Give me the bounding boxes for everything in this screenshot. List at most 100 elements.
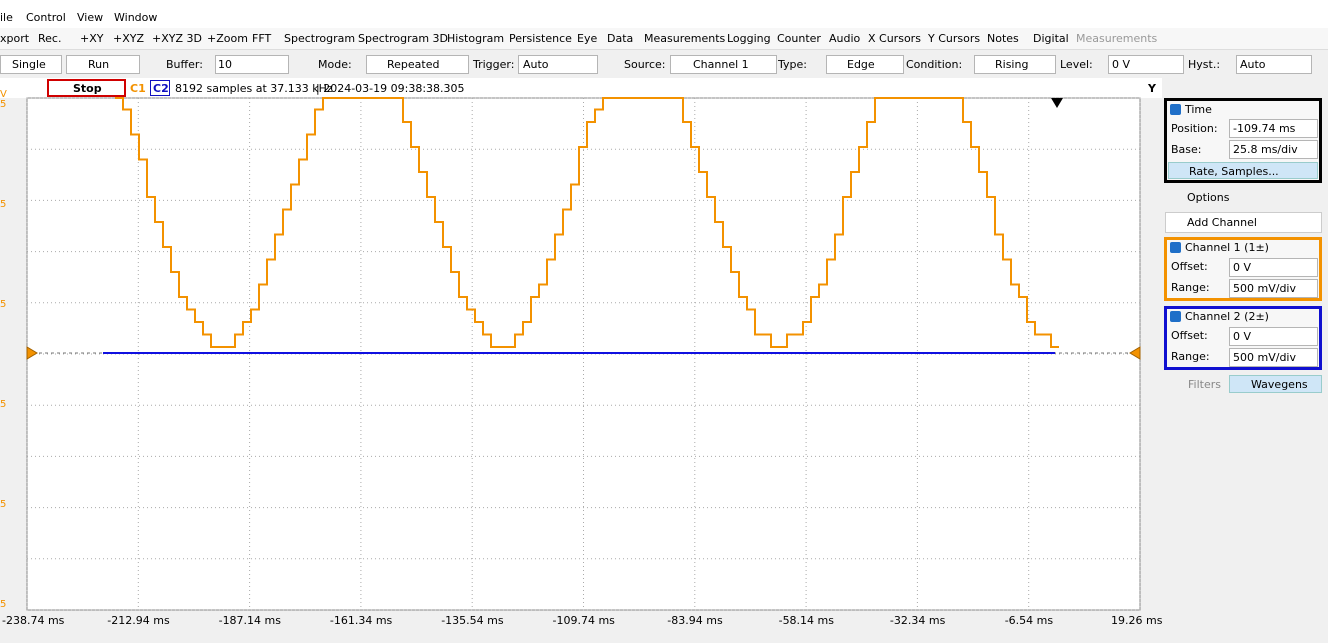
toolbar-item-disabled: Measurements bbox=[1076, 32, 1158, 45]
x-axis-label: -238.74 ms bbox=[2, 614, 65, 627]
menu-item[interactable]: Window bbox=[114, 11, 158, 24]
toolbar-item[interactable]: +Zoom bbox=[207, 32, 248, 45]
toolbar-item[interactable]: Histogram bbox=[447, 32, 505, 45]
toolbar-item[interactable]: +XYZ bbox=[113, 32, 145, 45]
section-title: Time bbox=[1185, 103, 1212, 116]
toolbar-item[interactable]: Counter bbox=[777, 32, 821, 45]
toolbar-item[interactable]: +XY bbox=[80, 32, 104, 45]
y-axis-label: 5 bbox=[0, 499, 7, 510]
dropdown[interactable] bbox=[1108, 55, 1184, 74]
y-axis-label: 5 bbox=[0, 99, 7, 110]
dropdown[interactable] bbox=[366, 55, 469, 74]
toolbar-item[interactable]: Audio bbox=[829, 32, 861, 45]
stop-button[interactable]: Stop bbox=[73, 82, 102, 95]
wavegens-button[interactable] bbox=[1229, 375, 1322, 393]
control[interactable]: Repeated bbox=[387, 58, 440, 71]
field-label: Range: bbox=[1171, 281, 1210, 294]
checkbox[interactable] bbox=[1170, 242, 1181, 253]
dropdown-value[interactable]: 25.8 ms/div bbox=[1233, 143, 1298, 156]
field-label: Position: bbox=[1171, 122, 1218, 135]
dropdown-value[interactable]: 500 mV/div bbox=[1233, 351, 1296, 364]
dropdown-value[interactable]: 0 V bbox=[1233, 261, 1252, 274]
dropdown[interactable] bbox=[826, 55, 904, 74]
trigger-marker bbox=[1129, 346, 1141, 360]
checkbox[interactable] bbox=[1170, 311, 1181, 322]
menu-item[interactable]: View bbox=[77, 11, 104, 24]
field-label: Mode: bbox=[318, 58, 352, 71]
toolbar-item[interactable]: Notes bbox=[987, 32, 1019, 45]
dropdown[interactable] bbox=[1229, 258, 1318, 277]
dropdown[interactable] bbox=[670, 55, 777, 74]
control[interactable]: Channel 1 bbox=[693, 58, 749, 71]
channel-tag: C2 bbox=[153, 82, 169, 95]
button-label[interactable]: Wavegens bbox=[1251, 378, 1308, 391]
menu-item[interactable]: Control bbox=[26, 11, 66, 24]
dropdown[interactable] bbox=[974, 55, 1056, 74]
control[interactable]: Single bbox=[12, 58, 46, 71]
dropdown[interactable] bbox=[1229, 279, 1318, 298]
toolbar-item[interactable]: X Cursors bbox=[868, 32, 921, 45]
toolbar-item[interactable]: Persistence bbox=[509, 32, 572, 45]
button-label[interactable]: Rate, Samples... bbox=[1189, 165, 1279, 178]
dropdown[interactable] bbox=[0, 55, 62, 74]
dropdown[interactable] bbox=[1236, 55, 1312, 74]
x-axis-label: 19.26 ms bbox=[1111, 614, 1163, 627]
stop-frame[interactable] bbox=[47, 79, 126, 97]
toolbar-item[interactable]: xport bbox=[0, 32, 30, 45]
toolbar-item[interactable]: +XYZ 3D bbox=[152, 32, 202, 45]
toolbar-item[interactable]: Data bbox=[607, 32, 634, 45]
field-label: Source: bbox=[624, 58, 666, 71]
dropdown[interactable] bbox=[1229, 140, 1318, 159]
menu-item[interactable]: ile bbox=[0, 11, 13, 24]
field-label: Base: bbox=[1171, 143, 1202, 156]
acquisition-info: 8192 samples at 37.133 kHz bbox=[175, 82, 333, 95]
y-button[interactable]: Y bbox=[1148, 82, 1156, 95]
button-label[interactable]: Add Channel bbox=[1187, 216, 1257, 229]
x-axis-label: -135.54 ms bbox=[441, 614, 504, 627]
control[interactable]: 10 bbox=[218, 58, 232, 71]
channel-tag: C1 bbox=[130, 82, 146, 95]
control[interactable]: Edge bbox=[847, 58, 875, 71]
toolbar-item[interactable]: Measurements bbox=[644, 32, 726, 45]
checkbox[interactable] bbox=[1170, 104, 1181, 115]
field-label: Offset: bbox=[1171, 260, 1208, 273]
dropdown[interactable] bbox=[66, 55, 140, 74]
dropdown[interactable] bbox=[1229, 119, 1318, 138]
plot bbox=[0, 57, 1141, 611]
control[interactable]: Run bbox=[88, 58, 110, 71]
toolbar-item[interactable]: Y Cursors bbox=[928, 32, 981, 45]
control[interactable]: Auto bbox=[1240, 58, 1266, 71]
control[interactable]: Rising bbox=[995, 58, 1029, 71]
trigger-position bbox=[1051, 98, 1063, 108]
timestamp: | 2024-03-19 09:38:38.305 bbox=[316, 82, 465, 95]
toolbar-item[interactable]: Logging bbox=[727, 32, 771, 45]
x-axis-label: -58.14 ms bbox=[778, 614, 834, 627]
c2-frame bbox=[150, 80, 170, 96]
section-title[interactable]: Options bbox=[1187, 191, 1230, 204]
dropdown-value[interactable]: 0 V bbox=[1233, 330, 1252, 343]
section-title: Channel 1 (1±) bbox=[1185, 241, 1269, 254]
dropdown[interactable] bbox=[1229, 348, 1318, 367]
control[interactable]: 0 V bbox=[1112, 58, 1131, 71]
toolbar-item[interactable]: Eye bbox=[577, 32, 598, 45]
dropdown[interactable] bbox=[518, 55, 598, 74]
dropdown[interactable] bbox=[215, 55, 289, 74]
dropdown-value[interactable]: -109.74 ms bbox=[1233, 122, 1296, 135]
toolbar-item[interactable]: Spectrogram 3D bbox=[358, 32, 449, 45]
status-strip bbox=[0, 78, 1162, 98]
dropdown[interactable] bbox=[1229, 327, 1318, 346]
field-label: Buffer: bbox=[166, 58, 203, 71]
rate-button[interactable] bbox=[1168, 162, 1318, 179]
toolbar-item[interactable]: FFT bbox=[252, 32, 272, 45]
toolbar-item[interactable]: Spectrogram bbox=[284, 32, 356, 45]
control[interactable]: Auto bbox=[523, 58, 549, 71]
channel1-trace bbox=[115, 97, 1059, 348]
field-label: Range: bbox=[1171, 350, 1210, 363]
field-label: Level: bbox=[1060, 58, 1093, 71]
button-label[interactable]: Filters bbox=[1188, 378, 1221, 391]
toolbar-item[interactable]: Digital bbox=[1033, 32, 1069, 45]
dropdown-value[interactable]: 500 mV/div bbox=[1233, 282, 1296, 295]
toolbar-item[interactable]: Rec. bbox=[38, 32, 62, 45]
add-channel-button[interactable] bbox=[1165, 212, 1322, 233]
